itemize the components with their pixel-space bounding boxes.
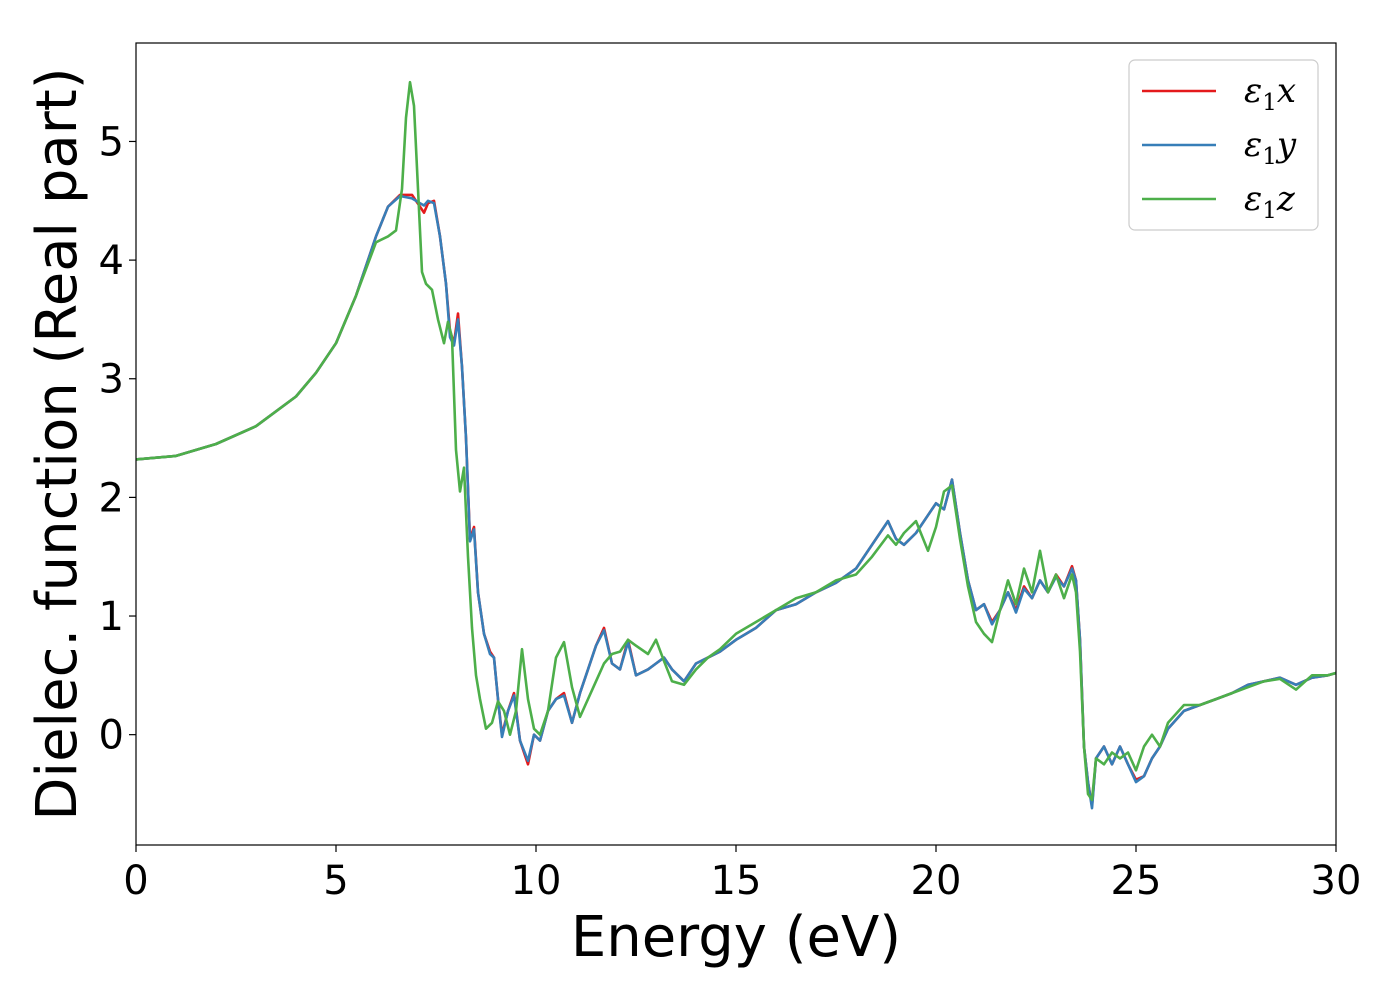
x-tick-label: 15 (711, 858, 762, 904)
y-tick-label: 0 (99, 713, 124, 759)
series-layer (135, 80, 1337, 810)
x-axis-ticks: 0 5 10 15 20 25 30 (123, 845, 1361, 904)
x-tick-label: 20 (911, 858, 962, 904)
y-tick-label: 1 (99, 594, 124, 640)
legend-label-y: ε1y (1244, 125, 1297, 170)
x-tick-label: 5 (323, 858, 348, 904)
series-line-y (135, 194, 1337, 810)
y-tick-label: 3 (99, 357, 124, 403)
legend-label-z: ε1z (1244, 179, 1296, 224)
x-tick-label: 30 (1311, 858, 1362, 904)
y-axis-ticks: 0 1 2 3 4 5 (99, 119, 136, 759)
legend-label-x: ε1x (1244, 71, 1296, 116)
y-tick-label: 5 (99, 119, 124, 165)
y-tick-label: 4 (99, 238, 124, 284)
series-line-z (135, 80, 1337, 802)
x-tick-label: 25 (1111, 858, 1162, 904)
legend-frame (1128, 59, 1319, 231)
x-axis-title: Energy (eV) (571, 905, 901, 970)
legend: ε1x ε1y ε1z (1128, 59, 1319, 231)
y-axis-title: Dielec. function (Real part) (25, 67, 90, 820)
x-tick-label: 10 (511, 858, 562, 904)
y-tick-label: 2 (99, 475, 124, 521)
x-tick-label: 0 (123, 858, 148, 904)
